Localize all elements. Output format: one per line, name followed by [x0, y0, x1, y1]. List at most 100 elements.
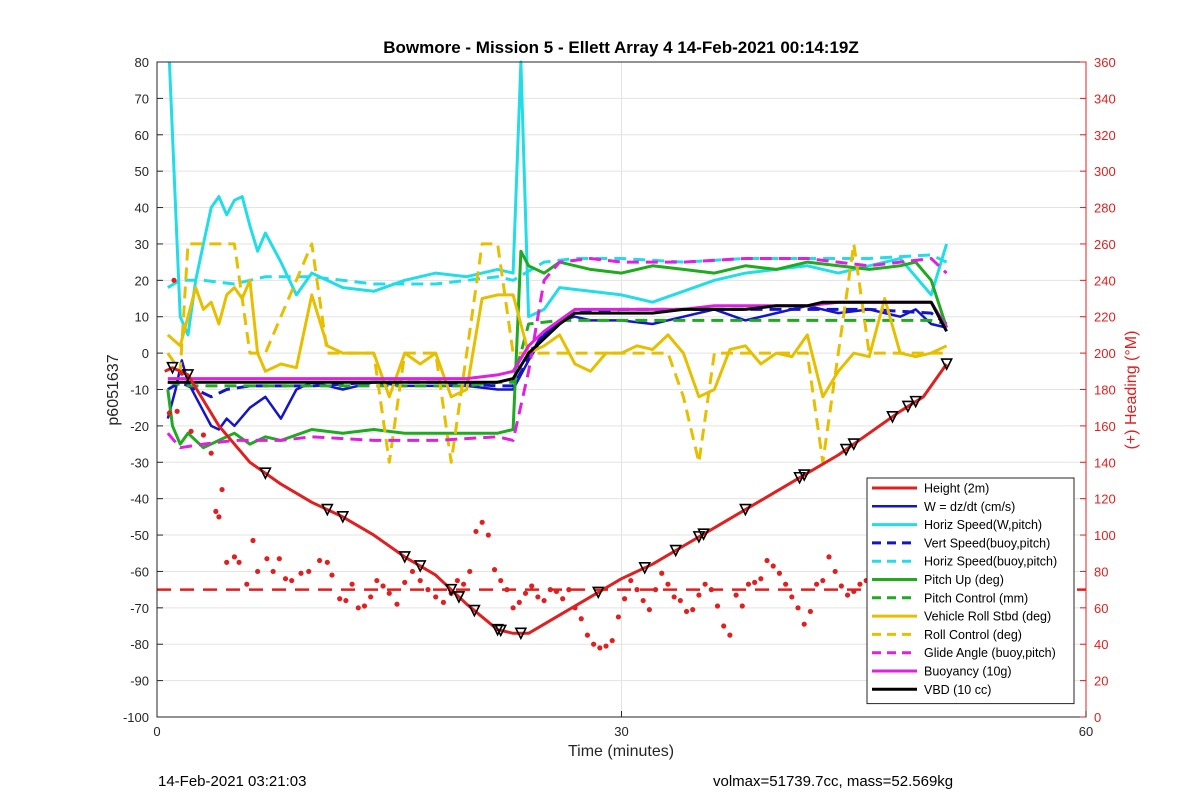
heading-point — [276, 556, 282, 562]
tick-label-y-right: 60 — [1094, 601, 1108, 616]
heading-point — [498, 577, 504, 584]
heading-point — [832, 568, 838, 575]
heading-point — [174, 408, 180, 414]
height-marker — [839, 443, 853, 457]
height-marker — [739, 503, 752, 517]
series-line-11 — [167, 300, 948, 384]
height-marker — [638, 562, 652, 575]
legend-label: Pitch Control (mm) — [924, 591, 1028, 605]
height-marker — [413, 560, 427, 573]
heading-point — [615, 614, 622, 620]
legend-label: W = dz/dt (cm/s) — [924, 500, 1015, 514]
height-marker — [940, 358, 953, 371]
heading-point — [386, 590, 392, 596]
heading-point — [758, 576, 764, 582]
heading-point — [603, 643, 609, 649]
legend-label: Vehicle Roll Stbd (deg) — [924, 610, 1051, 624]
height-marker — [886, 410, 899, 424]
heading-point — [844, 592, 851, 598]
height-marker — [591, 586, 605, 600]
heading-point — [677, 597, 683, 604]
tick-label-y-right: 280 — [1094, 201, 1116, 216]
heading-point — [402, 579, 408, 585]
heading-point — [298, 570, 304, 576]
heading-point — [231, 554, 238, 560]
heading-point — [166, 410, 172, 416]
heading-point — [535, 594, 541, 600]
heading-point — [584, 632, 591, 638]
series-line-5 — [166, 249, 949, 450]
tick-label-y-left: -20 — [130, 419, 149, 434]
tick-label-y-right: 200 — [1094, 346, 1116, 361]
heading-point — [244, 581, 250, 587]
height-marker — [452, 591, 466, 604]
heading-point — [547, 587, 553, 593]
heading-point — [801, 621, 807, 627]
heading-point — [621, 596, 628, 602]
chart-title: Bowmore - Mission 5 - Ellett Array 4 14-… — [383, 38, 859, 57]
series-line-2 — [167, 60, 949, 337]
tick-label-y-left: -60 — [130, 564, 149, 579]
heading-point — [224, 559, 230, 565]
tick-label-y-right: 300 — [1094, 164, 1116, 179]
tick-label-y-left: -100 — [123, 710, 149, 725]
tick-label-y-right: 20 — [1094, 674, 1108, 689]
height-marker — [797, 469, 811, 482]
tick-label-y-left: -70 — [130, 601, 149, 616]
heading-point — [454, 577, 460, 584]
heading-point — [851, 588, 857, 595]
height-marker — [321, 503, 334, 517]
heading-point — [813, 581, 820, 587]
series-line-7 — [166, 278, 948, 399]
heading-point — [702, 581, 708, 587]
tick-label-y-left: 30 — [135, 237, 149, 252]
height-marker — [692, 531, 706, 544]
heading-point — [683, 608, 690, 615]
heading-point — [425, 587, 431, 593]
height-markers — [166, 358, 953, 641]
heading-point — [783, 581, 789, 587]
tick-label-x: 30 — [614, 724, 628, 739]
heading-point — [789, 594, 795, 600]
series-line-6 — [167, 318, 947, 388]
tick-label-y-right: 320 — [1094, 128, 1116, 143]
height-marker — [847, 438, 861, 451]
axis-ticks: 80706050403020100-10-20-30-40-50-60-70-8… — [123, 55, 1116, 739]
series-line-9 — [166, 257, 948, 450]
legend-label: Buoyancy (10g) — [924, 665, 1012, 679]
heading-point — [752, 579, 758, 585]
heading-point — [433, 594, 439, 600]
tick-label-y-left: 40 — [135, 201, 149, 216]
heading-point — [838, 583, 844, 589]
heading-point — [374, 577, 380, 584]
tick-label-y-left: -80 — [130, 637, 149, 652]
tick-label-y-right: 340 — [1094, 91, 1116, 106]
heading-point — [696, 592, 702, 598]
heading-point — [727, 632, 733, 638]
legend-label: Height (2m) — [924, 482, 989, 496]
heading-point — [770, 563, 776, 569]
tick-label-y-right: 120 — [1094, 492, 1116, 507]
heading-point — [609, 637, 615, 644]
heading-point — [597, 645, 603, 651]
tick-label-y-right: 40 — [1094, 637, 1108, 652]
heading-point — [516, 599, 522, 605]
tick-label-y-left: -10 — [130, 383, 149, 398]
heading-point — [529, 583, 535, 589]
tick-label-y-left: -30 — [130, 455, 149, 470]
heading-point — [368, 594, 374, 600]
heading-point — [857, 581, 863, 587]
tick-label-y-right: 220 — [1094, 310, 1116, 325]
heading-point — [460, 581, 467, 587]
heading-point — [337, 596, 343, 602]
heading-point — [349, 581, 355, 587]
heading-point — [553, 588, 560, 595]
heading-point — [721, 623, 727, 629]
heading-point — [690, 607, 696, 613]
height-marker — [793, 471, 806, 485]
heading-point — [329, 572, 335, 578]
tick-label-y-left: -90 — [130, 674, 149, 689]
heading-point — [216, 514, 222, 520]
footer-vehicle-info: volmax=51739.7cc, mass=52.569kg — [713, 773, 954, 790]
